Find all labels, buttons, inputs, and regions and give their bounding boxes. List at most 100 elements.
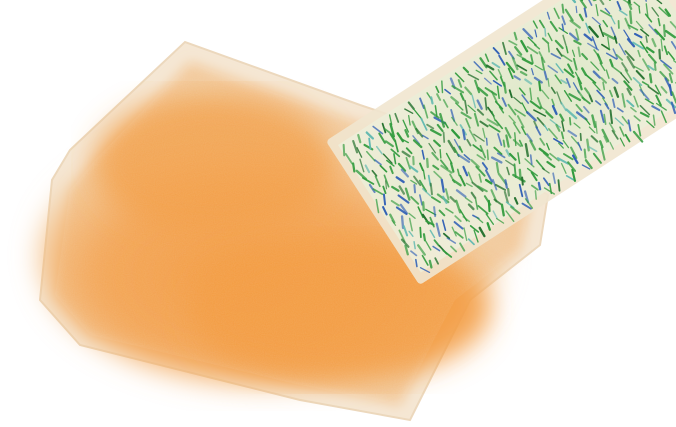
vector-glyph (673, 60, 676, 70)
vector-glyph (575, 103, 583, 113)
vector-glyph (473, 133, 485, 142)
vector-glyph (413, 175, 422, 187)
vector-glyph (599, 62, 606, 72)
vector-glyph (405, 147, 413, 155)
vector-glyph (445, 207, 454, 214)
vector-glyph (473, 112, 480, 127)
vector-glyph (611, 98, 616, 109)
vector-glyph (585, 22, 591, 34)
vector-glyph (626, 55, 636, 69)
vector-glyph (581, 67, 587, 76)
vector-glyph (601, 43, 611, 51)
vector-glyph (447, 139, 457, 153)
vector-glyph (375, 145, 383, 155)
vector-glyph (541, 37, 550, 45)
vector-glyph (470, 159, 480, 168)
vector-glyph (505, 159, 515, 167)
vector-glyph (613, 35, 618, 44)
vector-glyph (647, 85, 660, 95)
vector-glyph (489, 70, 498, 81)
vector-glyph (502, 139, 506, 148)
vector-glyph (504, 126, 512, 139)
vector-glyph (599, 109, 605, 124)
vector-glyph (364, 164, 371, 174)
vector-glyph (423, 104, 429, 119)
vector-glyph (652, 114, 656, 126)
vector-glyph (584, 117, 591, 126)
vector-glyph (573, 39, 582, 46)
vector-glyph (498, 54, 506, 66)
vector-glyph (639, 111, 650, 118)
vector-glyph (547, 77, 550, 87)
vector-glyph (641, 81, 650, 87)
vector-glyph (506, 166, 510, 176)
vector-glyph (611, 129, 619, 140)
vector-glyph (540, 56, 545, 71)
vector-glyph (600, 9, 613, 18)
vector-glyph (577, 76, 583, 91)
vector-glyph (533, 76, 543, 84)
vector-glyph (507, 103, 517, 116)
vector-glyph (623, 80, 633, 91)
vector-glyph (477, 86, 489, 97)
glyph-field (342, 0, 676, 274)
vector-glyph (598, 0, 605, 6)
vector-glyph (633, 115, 641, 122)
vector-glyph (457, 79, 463, 88)
vector-glyph (639, 41, 649, 54)
vector-glyph (355, 169, 368, 181)
vector-glyph (624, 133, 631, 143)
vector-glyph (645, 3, 649, 18)
vector-glyph (503, 81, 507, 94)
vector-glyph (608, 122, 616, 133)
vector-glyph (372, 188, 384, 196)
vector-glyph (443, 121, 449, 129)
vector-glyph (535, 126, 542, 136)
vector-glyph (543, 124, 549, 132)
vector-glyph (454, 231, 464, 239)
vector-glyph (485, 213, 495, 225)
vector-glyph (395, 176, 405, 184)
vector-glyph (412, 155, 415, 166)
vector-glyph (609, 141, 615, 150)
vector-glyph (542, 177, 550, 187)
vector-glyph (413, 241, 416, 250)
vector-glyph (602, 32, 615, 40)
vector-glyph (632, 41, 645, 50)
vector-glyph (455, 189, 467, 198)
vector-glyph (425, 240, 432, 251)
vector-glyph (484, 97, 488, 111)
vector-glyph (549, 152, 560, 162)
vector-glyph (505, 61, 516, 74)
vector-glyph (508, 152, 517, 161)
vector-glyph (439, 159, 449, 170)
vector-glyph (496, 217, 505, 224)
vector-glyph (534, 64, 544, 71)
vector-glyph (599, 140, 604, 149)
vector-glyph (654, 28, 666, 41)
vector-glyph (508, 40, 518, 46)
vector-glyph (519, 70, 528, 77)
vector-glyph (382, 193, 387, 206)
vector-glyph (623, 29, 631, 41)
vector-glyph (444, 88, 452, 95)
vector-glyph (572, 57, 578, 71)
vector-glyph (512, 122, 521, 134)
vector-glyph (357, 133, 362, 144)
vector-glyph (410, 179, 418, 185)
vector-glyph (479, 57, 488, 69)
vector-glyph (662, 24, 666, 38)
vector-glyph (471, 94, 477, 109)
vector-glyph (400, 168, 410, 178)
vector-glyph (419, 162, 424, 172)
vector-glyph (395, 206, 408, 216)
vector-glyph (368, 137, 372, 150)
vector-glyph (398, 185, 406, 195)
vector-glyph (435, 85, 440, 94)
vector-glyph (456, 168, 461, 177)
vector-glyph (465, 182, 473, 188)
vector-glyph (567, 129, 578, 138)
vector-glyph (405, 156, 411, 170)
vector-glyph (617, 19, 620, 29)
vector-glyph (579, 132, 582, 142)
